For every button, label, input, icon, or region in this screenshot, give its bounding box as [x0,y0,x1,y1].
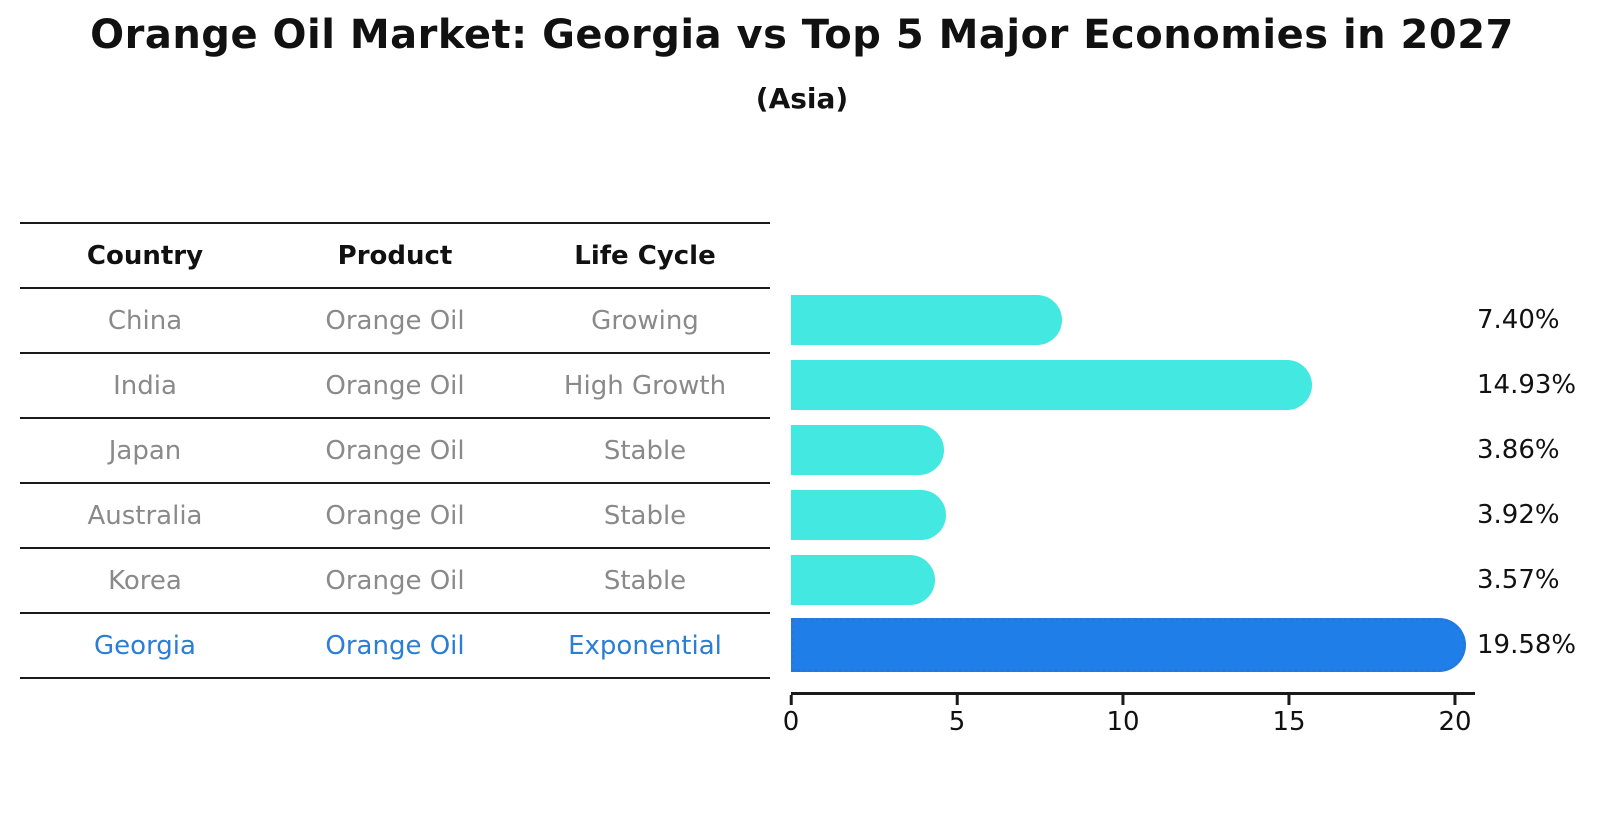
cell-product: Orange Oil [325,435,465,466]
tick-label: 20 [1438,707,1472,737]
column-header-lifecycle: Life Cycle [574,240,716,271]
table-row-china: China Orange Oil Growing [20,289,770,354]
cell-life-cycle: Exponential [568,630,722,661]
tick-label: 10 [1106,707,1140,737]
value-label-india: 14.93% [1477,369,1577,400]
value-label-korea: 3.57% [1477,564,1560,595]
tick-label: 0 [782,707,800,737]
cell-country: India [113,370,177,401]
cell-product: Orange Oil [325,500,465,531]
tick-mark [789,695,793,705]
country-table: Country Product Life Cycle China Orange … [20,222,770,679]
chart-title: Orange Oil Market: Georgia vs Top 5 Majo… [90,12,1514,58]
x-axis: 0 5 10 15 20 [783,692,1604,762]
table-row-georgia: Georgia Orange Oil Exponential [20,614,770,679]
bar-row-australia: 3.92% [791,482,1604,547]
cell-country: China [107,305,183,336]
bar-australia [791,489,947,540]
bar-georgia [791,617,1467,672]
bar-row-china: 7.40% [791,287,1604,352]
chart-subtitle: (Asia) [755,82,849,115]
bar-japan [791,424,945,475]
bar-plot-area: 7.40% 14.93% 3.86% 3.92% 3.57% 19.58% [791,287,1604,677]
cell-country: Australia [87,500,203,531]
bar-row-korea: 3.57% [791,547,1604,612]
cell-country: Korea [108,565,182,596]
x-tick-0: 0 [782,695,800,737]
cell-product: Orange Oil [325,630,465,661]
tick-label: 15 [1272,707,1306,737]
table-row-japan: Japan Orange Oil Stable [20,419,770,484]
value-label-australia: 3.92% [1477,499,1560,530]
table-header-row: Country Product Life Cycle [20,224,770,289]
bar-korea [791,554,935,605]
tick-mark [955,695,959,705]
table-row-korea: Korea Orange Oil Stable [20,549,770,614]
column-header-country: Country [86,240,204,271]
cell-product: Orange Oil [325,565,465,596]
cell-life-cycle: High Growth [563,370,727,401]
value-label-japan: 3.86% [1477,434,1560,465]
x-tick-20: 20 [1439,695,1472,737]
cell-country: Japan [108,435,182,466]
tick-label: 5 [948,707,966,737]
bar-row-georgia: 19.58% [791,612,1604,677]
bar-row-japan: 3.86% [791,417,1604,482]
x-tick-10: 10 [1106,695,1140,737]
table-row-australia: Australia Orange Oil Stable [20,484,770,549]
cell-product: Orange Oil [325,305,465,336]
value-label-georgia: 19.58% [1477,629,1577,660]
column-header-product: Product [337,240,453,271]
x-axis-line [791,692,1475,695]
cell-life-cycle: Growing [591,305,699,336]
cell-life-cycle: Stable [603,565,687,596]
table-row-india: India Orange Oil High Growth [20,354,770,419]
cell-product: Orange Oil [325,370,465,401]
cell-life-cycle: Stable [603,500,687,531]
x-tick-15: 15 [1273,695,1306,737]
x-tick-5: 5 [948,695,966,737]
cell-country: Georgia [94,630,196,661]
tick-mark [1453,695,1457,705]
tick-mark [1287,695,1291,705]
tick-mark [1121,695,1125,705]
value-label-china: 7.40% [1477,304,1560,335]
bar-china [791,294,1062,345]
bar-row-india: 14.93% [791,352,1604,417]
bar-india [791,359,1312,410]
cell-life-cycle: Stable [603,435,687,466]
